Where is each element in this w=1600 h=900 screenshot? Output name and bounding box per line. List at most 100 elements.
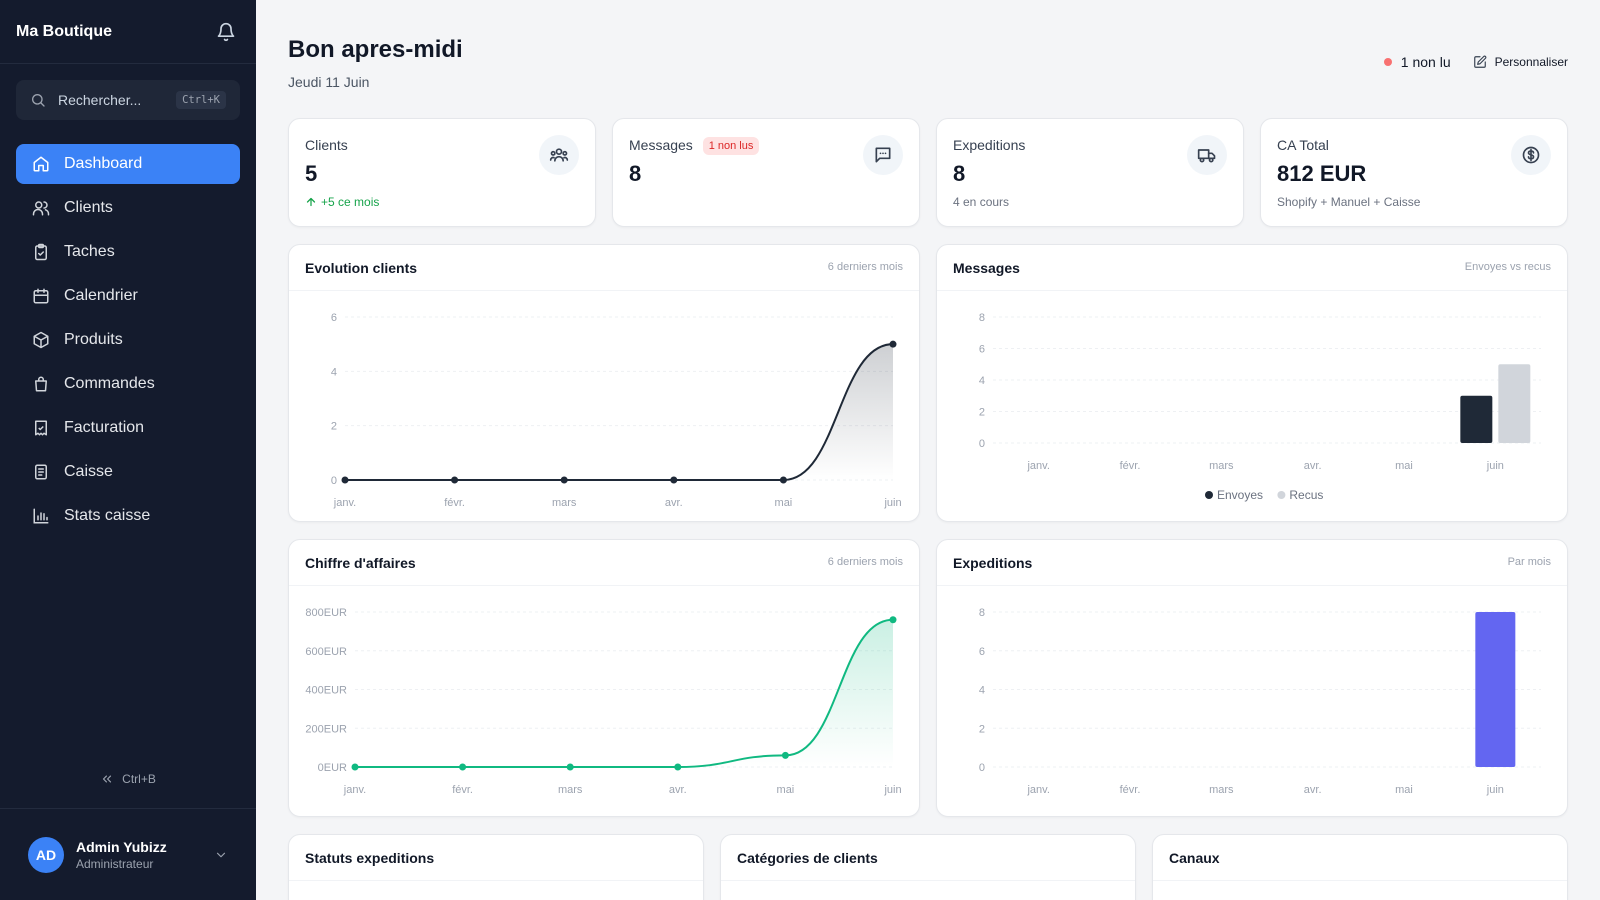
x-tick-label: juin	[1486, 784, 1504, 796]
sidebar-item-calendrier[interactable]: Calendrier	[16, 276, 240, 316]
stat-value: 812 EUR	[1277, 161, 1367, 186]
x-tick-label: mars	[1209, 784, 1234, 796]
x-tick-label: avr.	[1304, 784, 1322, 796]
sidebar-item-clients[interactable]: Clients	[16, 188, 240, 228]
y-tick-label: 8	[979, 312, 985, 324]
series-area	[355, 619, 893, 767]
data-point	[889, 616, 897, 624]
page-title: Bon apres-midi	[288, 36, 463, 63]
user-menu[interactable]: AD Admin Yubizz Administrateur	[0, 808, 256, 900]
bell-icon[interactable]	[216, 22, 236, 42]
data-point	[674, 763, 682, 771]
brand-name: Ma Boutique	[16, 22, 112, 40]
y-tick-label: 2	[331, 421, 337, 433]
chart-header: Expeditions Par mois	[937, 540, 1567, 586]
chart-card-shipments: Expeditions Par mois 0 2 4 6 8 janv. févr. mars…	[936, 539, 1568, 817]
customize-button[interactable]: Personnaliser	[1473, 55, 1568, 69]
y-tick-label: 4	[979, 375, 985, 387]
data-point	[341, 476, 349, 484]
receipt-icon	[35, 420, 47, 436]
sidebar-item-label: Produits	[64, 331, 123, 348]
x-tick-label: avr.	[1304, 460, 1322, 472]
chart-header: Statuts expeditions	[289, 835, 703, 881]
data-point	[781, 751, 789, 759]
users-icon	[32, 201, 50, 216]
collapse-sidebar-button[interactable]: Ctrl+B	[0, 772, 256, 786]
sidebar-item-taches[interactable]: Taches	[16, 232, 240, 272]
sidebar-item-produits[interactable]: Produits	[16, 320, 240, 360]
y-tick-label: 200EUR	[305, 723, 347, 735]
dollar-icon	[1522, 146, 1540, 164]
x-tick-label: juin	[1486, 460, 1504, 472]
unread-notifications-link[interactable]: 1 non lu	[1400, 54, 1451, 70]
series-area	[345, 344, 893, 480]
collapse-shortcut: Ctrl+B	[122, 772, 156, 786]
card-statuts-expeditions: Statuts expeditions	[288, 834, 704, 900]
message-icon	[875, 147, 891, 163]
y-tick-label: 6	[979, 344, 985, 356]
legend-swatch	[1205, 491, 1213, 499]
truck-icon	[1197, 149, 1216, 163]
search-input[interactable]	[58, 92, 168, 108]
stat-sub-text: 4 en cours	[953, 195, 1010, 209]
stat-label: Expeditions	[953, 137, 1026, 153]
user-name: Admin Yubizz	[76, 838, 167, 855]
x-tick-label: mai	[1395, 784, 1413, 796]
top-actions: 1 non lu Personnaliser	[1383, 54, 1568, 70]
chart-title: Catégories de clients	[737, 850, 878, 866]
bar	[1498, 364, 1531, 443]
stat-card-clients[interactable]: Clients 5 +5 ce mois	[288, 118, 596, 227]
x-tick-label: juin	[883, 784, 901, 796]
sidebar-item-stats-caisse[interactable]: Stats caisse	[16, 496, 240, 536]
y-tick-label: 0	[979, 762, 985, 774]
stat-trend: +5 ce mois	[305, 195, 379, 209]
x-tick-label: janv.	[1026, 784, 1049, 796]
data-point	[560, 476, 568, 484]
sidebar-item-dashboard[interactable]: Dashboard	[16, 144, 240, 184]
x-tick-label: mai	[775, 497, 793, 509]
chart-header: Messages Envoyes vs recus	[937, 245, 1567, 291]
data-point	[351, 763, 359, 771]
stat-sub-text: +5 ce mois	[321, 195, 380, 209]
x-tick-label: janv.	[1026, 460, 1049, 472]
stat-icon-wrap	[1187, 135, 1227, 175]
card-canaux: Canaux	[1152, 834, 1568, 900]
data-point	[889, 340, 897, 348]
sidebar: Ma Boutique Ctrl+K Dashboard Clients Tac…	[0, 0, 256, 900]
chart-title: Evolution clients	[305, 260, 418, 276]
sidebar-item-commandes[interactable]: Commandes	[16, 364, 240, 404]
sidebar-item-label: Stats caisse	[64, 507, 151, 524]
stat-label-wrap: Messages 1 non lus	[629, 137, 760, 155]
stat-card-messages[interactable]: Messages 1 non lus 8	[612, 118, 920, 227]
sidebar-item-caisse[interactable]: Caisse	[16, 452, 240, 492]
x-tick-label: mars	[558, 784, 583, 796]
stat-card-ca-total[interactable]: CA Total 812 EUR Shopify + Manuel + Cais…	[1260, 118, 1568, 227]
chart-card-revenue: Chiffre d'affaires 6 derniers mois 0EUR 2…	[288, 539, 920, 817]
chart-header: Catégories de clients	[721, 835, 1135, 881]
stat-value: 5	[305, 161, 318, 186]
search-box[interactable]: Ctrl+K	[16, 80, 240, 120]
x-tick-label: févr.	[1120, 460, 1141, 472]
chart-title: Messages	[953, 260, 1020, 276]
x-tick-label: mars	[1209, 460, 1234, 472]
stat-sub-text: Shopify + Manuel + Caisse	[1277, 195, 1421, 209]
unread-dot	[1383, 58, 1392, 66]
chart-card-clients: Evolution clients 6 derniers mois 0 2 4 6 ja…	[288, 244, 920, 522]
main-content: Bon apres-midi Jeudi 11 Juin 1 non lu Pe…	[288, 0, 1568, 900]
bar-chart-icon	[33, 508, 49, 524]
stat-card-expeditions[interactable]: Expeditions 8 4 en cours	[936, 118, 1244, 227]
y-tick-label: 2	[979, 407, 985, 419]
x-tick-label: avr.	[665, 497, 683, 509]
chart-header: Evolution clients 6 derniers mois	[289, 245, 919, 291]
sidebar-item-label: Caisse	[64, 463, 113, 480]
sidebar-item-label: Dashboard	[64, 155, 143, 172]
data-point	[459, 763, 467, 771]
unread-badge: 1 non lus	[702, 137, 760, 155]
data-point	[566, 763, 574, 771]
users-icon	[549, 148, 569, 162]
stat-label: Messages	[629, 137, 693, 153]
sidebar-item-label: Clients	[64, 199, 113, 216]
chevron-down-icon[interactable]	[214, 848, 228, 862]
legend-swatch	[1277, 491, 1286, 499]
sidebar-item-facturation[interactable]: Facturation	[16, 408, 240, 448]
